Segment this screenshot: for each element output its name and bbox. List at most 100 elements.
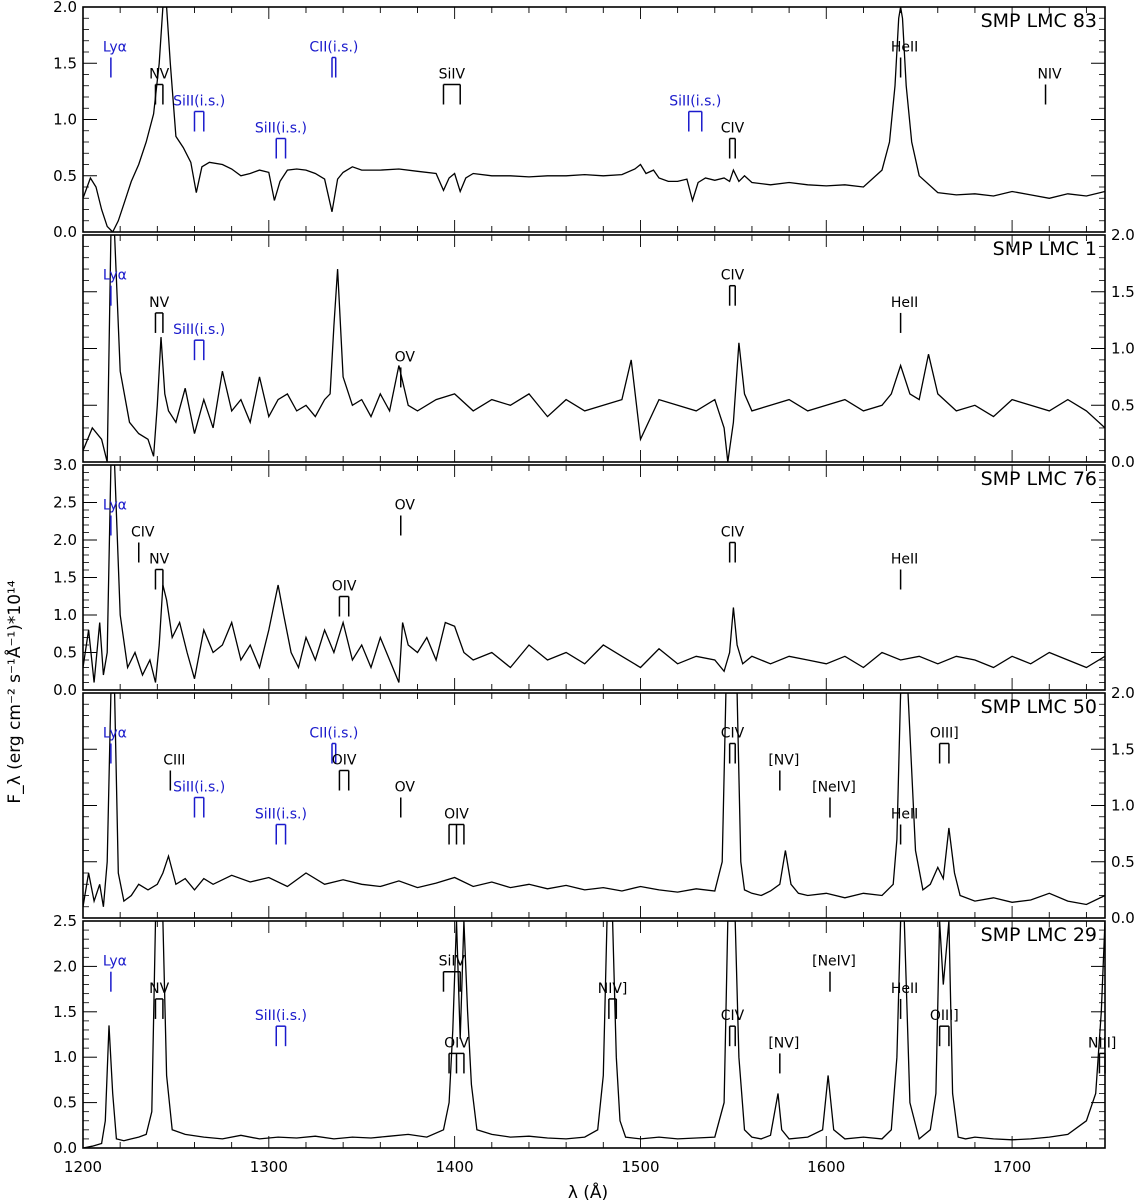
y-tick-label: 0.5 — [53, 1094, 77, 1112]
line-id: OV — [395, 498, 416, 536]
line-id: [NeIV] — [812, 780, 856, 818]
line-id-label: Lyα — [103, 268, 127, 284]
line-id: CIV — [721, 726, 745, 764]
y-tick-label: 2.5 — [53, 912, 77, 930]
x-axis-title: λ (Å) — [568, 1181, 608, 1203]
line-id: OV — [395, 780, 415, 818]
y-tick-label: 1.0 — [1111, 340, 1135, 358]
line-id-label: HeII — [891, 40, 918, 56]
y-tick-label: 1.5 — [53, 1003, 77, 1021]
line-id-label: NIII] — [1088, 1035, 1116, 1051]
y-tick-label: 1.5 — [53, 54, 77, 72]
line-id-label: OIII] — [930, 1008, 959, 1024]
line-id: SiIV — [439, 67, 466, 105]
line-id-label: Lyα — [103, 954, 127, 970]
x-tick-label: 1300 — [250, 1158, 288, 1176]
y-tick-label: 0.0 — [1111, 909, 1135, 927]
panel-frame — [82, 920, 1106, 1149]
y-tick-label: 1.0 — [53, 606, 77, 624]
line-id-label: OIV — [332, 579, 357, 595]
line-id-label: CII(i.s.) — [309, 40, 358, 56]
line-id: CIII — [163, 753, 185, 791]
line-id: OIII] — [930, 1008, 959, 1047]
line-id-label: SiII(i.s.) — [669, 94, 721, 110]
panel-title: SMP LMC 29 — [981, 924, 1097, 946]
line-id: OIV — [332, 753, 357, 791]
line-id: Lyα — [103, 268, 127, 306]
spectrum-line — [83, 921, 1105, 1148]
y-tick-label: 1.5 — [1111, 283, 1135, 301]
line-id-label: CII(i.s.) — [309, 726, 358, 742]
x-axis: 1200 1300 1400 1500 1600 1700 — [64, 1158, 1031, 1176]
panel-title: SMP LMC 76 — [981, 468, 1097, 490]
line-id-label: OIV — [444, 1035, 469, 1051]
line-id-label: SiIV — [439, 67, 466, 83]
y-tick-label: 1.5 — [1111, 740, 1135, 758]
spectrum-line — [83, 235, 1105, 462]
line-id-label: CIV — [131, 525, 155, 541]
x-tick-label: 1500 — [621, 1158, 659, 1176]
line-id: CII(i.s.) — [309, 726, 358, 764]
panel-title: SMP LMC 83 — [981, 10, 1097, 32]
y-tick-label: 1.0 — [53, 111, 77, 129]
line-id-label: CIV — [721, 1008, 745, 1024]
line-id: SiII(i.s.) — [669, 94, 721, 132]
line-id-label: SiII(i.s.) — [173, 322, 225, 338]
line-id-label: OV — [395, 349, 416, 365]
y-tick-label: 1.0 — [1111, 797, 1135, 815]
line-id-label: CIV — [721, 726, 745, 742]
line-id-label: HeII — [891, 295, 918, 311]
line-id: Lyα — [103, 498, 127, 536]
line-id: [NV] — [768, 1035, 799, 1074]
line-id-label: Lyα — [103, 726, 127, 742]
line-id-label: SiII(i.s.) — [255, 1008, 307, 1024]
line-id: SiII(i.s.) — [173, 780, 225, 818]
line-id-label: NV — [149, 552, 169, 568]
line-id: NV — [149, 295, 170, 333]
x-tick-label: 1700 — [993, 1158, 1031, 1176]
line-id: SiII(i.s.) — [255, 807, 307, 845]
y-tick-label: 1.5 — [53, 569, 77, 587]
line-id-label: NV — [149, 295, 169, 311]
line-id-label: SiIV — [439, 954, 466, 970]
y-tick-label: 0.5 — [1111, 396, 1135, 414]
line-id: HeII — [891, 552, 918, 590]
line-id-label: SiII(i.s.) — [255, 121, 307, 137]
x-tick-label: 1600 — [807, 1158, 845, 1176]
line-id-label: SiII(i.s.) — [255, 807, 307, 823]
line-id-label: CIV — [721, 525, 745, 541]
line-id-label: CIII — [163, 753, 185, 769]
spectrum-line — [83, 693, 1105, 907]
line-id: OV — [395, 349, 416, 388]
y-tick-label: 0.0 — [53, 223, 77, 241]
line-id: NV — [149, 981, 170, 1019]
y-tick-label: 2.0 — [53, 531, 77, 549]
line-id: CIV — [721, 121, 745, 159]
x-tick-label: 1200 — [64, 1158, 102, 1176]
panel-frame — [82, 464, 1106, 691]
line-id-label: OIII] — [930, 726, 959, 742]
line-id: Lyα — [103, 726, 127, 764]
line-id: SiII(i.s.) — [255, 1008, 307, 1047]
y-tick-label: 0.0 — [1111, 453, 1135, 471]
line-id-label: SiII(i.s.) — [173, 780, 225, 796]
line-id: SiII(i.s.) — [173, 322, 225, 361]
line-id: HeII — [891, 981, 918, 1019]
line-id-label: OIV — [332, 753, 357, 769]
y-tick-label: 0.0 — [53, 681, 77, 699]
x-tick-label: 1400 — [436, 1158, 474, 1176]
y-tick-label: 3.0 — [53, 456, 77, 474]
line-id: NIII] — [1088, 1035, 1116, 1074]
y-tick-label: 0.5 — [1111, 853, 1135, 871]
line-id-label: OV — [395, 498, 416, 514]
y-tick-label: 0.0 — [53, 1139, 77, 1157]
line-id-label: [NV] — [768, 1035, 799, 1051]
line-id-label: HeII — [891, 552, 918, 568]
panel-4: 0.0 0.5 1.0 1.5 2.0 SMP LMC 50 Lyα CIII SiII(i.s… — [82, 684, 1135, 927]
line-id: CIV — [721, 1008, 745, 1047]
line-id: NV — [149, 67, 170, 105]
line-id-label: [NeIV] — [812, 780, 856, 796]
